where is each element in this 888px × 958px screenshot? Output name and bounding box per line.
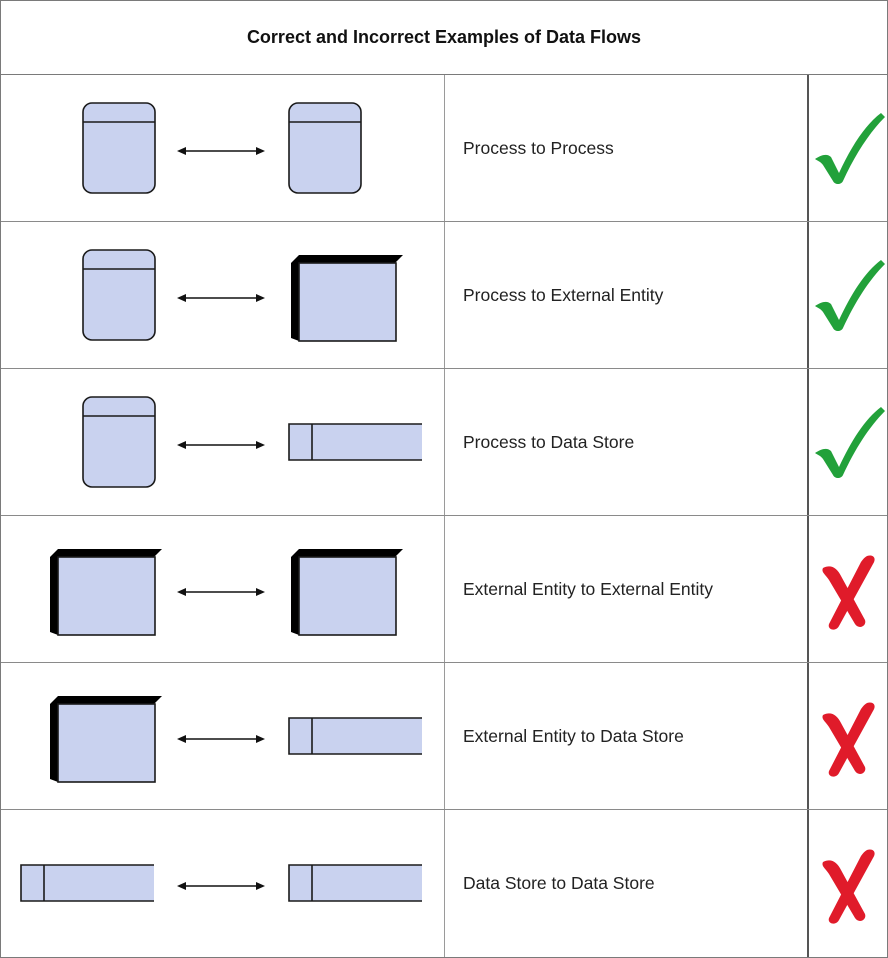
- data-store-symbol: [20, 864, 154, 902]
- table-row: Data Store to Data Store: [1, 810, 887, 957]
- bidirectional-arrow-icon: [177, 441, 265, 449]
- external-entity-symbol: [50, 696, 162, 783]
- symbols-cell: [1, 810, 445, 957]
- data-store-symbol: [288, 864, 422, 902]
- flow-label: External Entity to Data Store: [463, 725, 684, 746]
- symbols-cell: [1, 516, 445, 662]
- flow-label: External Entity to External Entity: [463, 578, 713, 599]
- symbols-cell: [1, 75, 445, 221]
- checkmark-icon: [815, 113, 885, 184]
- correct-mark: [815, 407, 885, 478]
- result-cell: [809, 810, 887, 957]
- checkmark-icon: [815, 260, 885, 331]
- checkmark-icon: [815, 407, 885, 478]
- symbols-cell: [1, 369, 445, 515]
- label-cell: Data Store to Data Store: [445, 810, 809, 957]
- label-cell: External Entity to Data Store: [445, 663, 809, 809]
- data-flow-diagram: [82, 102, 362, 194]
- label-cell: Process to Data Store: [445, 369, 809, 515]
- bidirectional-arrow-icon: [177, 735, 265, 743]
- table-row: Process to Process: [1, 75, 887, 222]
- result-cell: [809, 369, 887, 515]
- data-flow-diagram: [82, 249, 403, 342]
- flow-label: Data Store to Data Store: [463, 873, 655, 893]
- result-cell: [809, 663, 887, 809]
- correct-mark: [815, 113, 885, 184]
- table-row: External Entity to Data Store: [1, 663, 887, 810]
- symbols-cell: [1, 663, 445, 809]
- label-cell: Process to Process: [445, 75, 809, 221]
- external-entity-symbol: [291, 549, 403, 636]
- result-cell: [809, 75, 887, 221]
- data-flow-diagram: [50, 696, 422, 783]
- data-store-symbol: [288, 423, 422, 461]
- label-cell: Process to External Entity: [445, 222, 809, 368]
- table-body: Process to Process Process to External En…: [1, 75, 887, 957]
- process-symbol: [82, 396, 156, 488]
- data-flow-diagram: [82, 396, 422, 488]
- data-store-symbol: [288, 717, 422, 755]
- table-row: Process to Data Store: [1, 369, 887, 516]
- table-title-row: Correct and Incorrect Examples of Data F…: [1, 1, 887, 75]
- flow-label: Process to External Entity: [463, 284, 664, 305]
- table-title: Correct and Incorrect Examples of Data F…: [246, 27, 642, 47]
- incorrect-mark: [822, 702, 875, 777]
- data-flow-diagram: [20, 864, 422, 902]
- cross-icon: [822, 849, 875, 924]
- process-symbol: [82, 249, 156, 341]
- bidirectional-arrow-icon: [177, 588, 265, 596]
- table-row: External Entity to External Entity: [1, 516, 887, 663]
- process-symbol: [288, 102, 362, 194]
- incorrect-mark: [822, 849, 875, 924]
- result-cell: [809, 222, 887, 368]
- cross-icon: [822, 555, 875, 630]
- external-entity-symbol: [291, 255, 403, 342]
- cross-icon: [822, 702, 875, 777]
- result-cell: [809, 516, 887, 662]
- table-row: Process to External Entity: [1, 222, 887, 369]
- bidirectional-arrow-icon: [177, 294, 265, 302]
- label-cell: External Entity to External Entity: [445, 516, 809, 662]
- external-entity-symbol: [50, 549, 162, 636]
- flow-label: Process to Data Store: [463, 431, 635, 452]
- flow-label: Process to Process: [463, 137, 614, 158]
- bidirectional-arrow-icon: [177, 882, 265, 890]
- data-flow-diagram: [50, 549, 403, 636]
- bidirectional-arrow-icon: [177, 147, 265, 155]
- correct-mark: [815, 260, 885, 331]
- symbols-cell: [1, 222, 445, 368]
- process-symbol: [82, 102, 156, 194]
- incorrect-mark: [822, 555, 875, 630]
